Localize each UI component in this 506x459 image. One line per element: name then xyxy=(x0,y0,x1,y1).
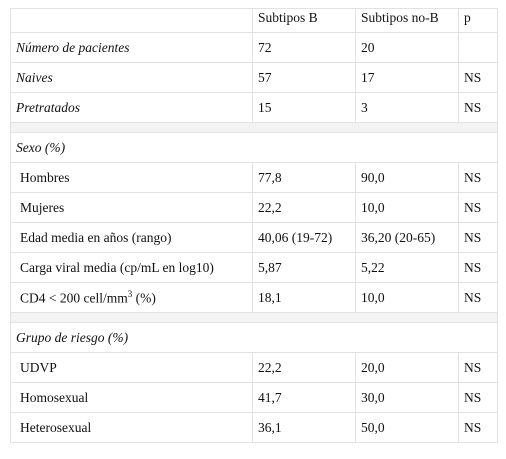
label-superscript: 3 xyxy=(127,288,133,299)
section-row: Grupo de riesgo (%) xyxy=(10,322,498,353)
data-table: Subtipos B Subtipos no-B p Número de pac… xyxy=(10,8,498,443)
value-cell: 57 xyxy=(252,62,356,93)
spacer-cell xyxy=(10,312,498,323)
value-cell: 10,0 xyxy=(355,192,459,223)
header-cell xyxy=(10,8,253,33)
section-row: Sexo (%) xyxy=(10,132,498,163)
value-cell: 10,0 xyxy=(355,282,459,313)
row-label: Mujeres xyxy=(10,192,253,223)
value-cell: 41,7 xyxy=(252,382,356,413)
header-row: Subtipos B Subtipos no-B p xyxy=(10,8,498,33)
data-row: Mujeres 22,2 10,0 NS xyxy=(10,192,498,223)
row-label: Hombres xyxy=(10,162,253,193)
data-row: Pretratados 15 3 NS xyxy=(10,92,498,123)
header-cell: Subtipos no-B xyxy=(355,8,459,33)
row-label: Homosexual xyxy=(10,382,253,413)
label-text: CD4 < 200 cell/mm xyxy=(20,290,128,306)
header-cell: p xyxy=(458,8,498,33)
value-cell: NS xyxy=(458,162,498,193)
table-body: Subtipos B Subtipos no-B p Número de pac… xyxy=(10,8,498,443)
row-label: Pretratados xyxy=(10,92,253,123)
value-cell: NS xyxy=(458,282,498,313)
spacer-cell xyxy=(10,122,498,133)
value-cell: 30,0 xyxy=(355,382,459,413)
row-label: Grupo de riesgo (%) xyxy=(10,322,498,353)
row-label: Edad media en años (rango) xyxy=(10,222,253,253)
value-cell: NS xyxy=(458,62,498,93)
row-label: CD4 < 200 cell/mm3 (%) xyxy=(10,282,253,313)
value-cell: 36,20 (20-65) xyxy=(355,222,459,253)
value-cell: 22,2 xyxy=(252,352,356,383)
value-cell: 17 xyxy=(355,62,459,93)
row-label: UDVP xyxy=(10,352,253,383)
data-row: Naives 57 17 NS xyxy=(10,62,498,93)
label-suffix: (%) xyxy=(132,290,156,306)
value-cell: 5,87 xyxy=(252,252,356,283)
value-cell: 50,0 xyxy=(355,412,459,443)
data-row: Homosexual 41,7 30,0 NS xyxy=(10,382,498,413)
value-cell: 18,1 xyxy=(252,282,356,313)
value-cell: 20,0 xyxy=(355,352,459,383)
value-cell: 5,22 xyxy=(355,252,459,283)
value-cell: 3 xyxy=(355,92,459,123)
value-cell: 40,06 (19-72) xyxy=(252,222,356,253)
empty-cell xyxy=(458,32,498,63)
value-cell: 90,0 xyxy=(355,162,459,193)
value-cell: NS xyxy=(458,352,498,383)
value-cell: 15 xyxy=(252,92,356,123)
data-row: Heterosexual 36,1 50,0 NS xyxy=(10,412,498,443)
data-row: Carga viral media (cp/mL en log10) 5,87 5,… xyxy=(10,252,498,283)
value-cell: NS xyxy=(458,252,498,283)
data-row: Edad media en años (rango) 40,06 (19-72) 3… xyxy=(10,222,498,253)
header-cell: Subtipos B xyxy=(252,8,356,33)
value-cell: 77,8 xyxy=(252,162,356,193)
row-label: Sexo (%) xyxy=(10,132,498,163)
value-cell: 36,1 xyxy=(252,412,356,443)
value-cell: 22,2 xyxy=(252,192,356,223)
value-cell: NS xyxy=(458,382,498,413)
value-cell: 20 xyxy=(355,32,459,63)
value-cell: NS xyxy=(458,92,498,123)
data-row: Hombres 77,8 90,0 NS xyxy=(10,162,498,193)
data-row: UDVP 22,2 20,0 NS xyxy=(10,352,498,383)
value-cell: 72 xyxy=(252,32,356,63)
value-cell: NS xyxy=(458,412,498,443)
spacer-row xyxy=(10,312,498,323)
data-row: CD4 < 200 cell/mm3 (%) 18,1 10,0 NS xyxy=(10,282,498,313)
row-label: Carga viral media (cp/mL en log10) xyxy=(10,252,253,283)
row-label: Heterosexual xyxy=(10,412,253,443)
spacer-row xyxy=(10,122,498,133)
value-cell: NS xyxy=(458,192,498,223)
value-cell: NS xyxy=(458,222,498,253)
data-row: Número de pacientes 72 20 xyxy=(10,32,498,63)
row-label: Naives xyxy=(10,62,253,93)
row-label: Número de pacientes xyxy=(10,32,253,63)
